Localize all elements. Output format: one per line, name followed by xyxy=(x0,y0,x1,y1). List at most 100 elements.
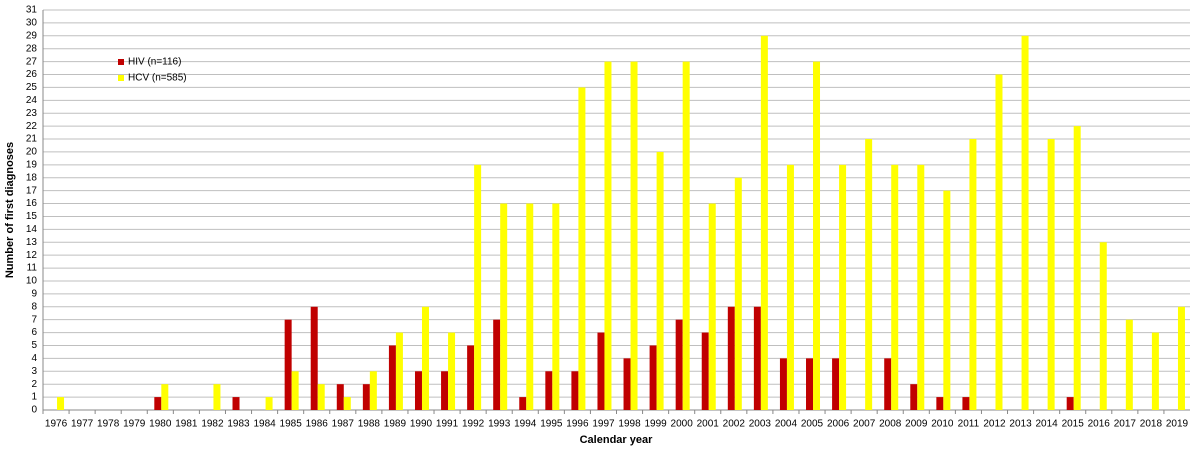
y-tick-label: 27 xyxy=(26,56,38,67)
y-tick-label: 29 xyxy=(26,30,38,41)
bar xyxy=(1066,397,1074,410)
bar xyxy=(779,358,787,410)
bar xyxy=(1021,35,1029,410)
x-tick-label: 1993 xyxy=(488,419,511,430)
bar xyxy=(414,371,422,410)
bar xyxy=(571,371,579,410)
bar xyxy=(213,384,221,410)
y-tick-label: 26 xyxy=(26,69,38,80)
bar xyxy=(813,61,821,410)
x-tick-label: 1986 xyxy=(306,419,329,430)
bar xyxy=(649,345,657,410)
x-tick-label: 1983 xyxy=(227,419,250,430)
x-tick-label: 1994 xyxy=(514,419,537,430)
bar xyxy=(519,397,527,410)
x-tick-label: 1997 xyxy=(592,419,615,430)
y-tick-label: 10 xyxy=(26,276,38,287)
y-tick-label: 6 xyxy=(31,327,37,338)
x-tick-label: 2019 xyxy=(1166,419,1189,430)
x-tick-label: 2015 xyxy=(1062,419,1085,430)
x-tick-label: 1981 xyxy=(175,419,198,430)
y-tick-label: 9 xyxy=(31,289,37,300)
x-tick-label: 1976 xyxy=(45,419,68,430)
x-tick-label: 1998 xyxy=(618,419,641,430)
y-tick-label: 12 xyxy=(26,250,38,261)
bar xyxy=(578,87,586,410)
y-tick-label: 18 xyxy=(26,172,38,183)
x-tick-label: 1979 xyxy=(123,419,146,430)
y-tick-label: 2 xyxy=(31,379,37,390)
bar xyxy=(500,203,508,410)
x-tick-label: 2013 xyxy=(1009,419,1032,430)
bar xyxy=(369,371,377,410)
y-tick-label: 17 xyxy=(26,185,38,196)
bar xyxy=(1073,126,1081,411)
x-tick-label: 2010 xyxy=(931,419,954,430)
bar xyxy=(552,203,560,410)
x-tick-label: 1991 xyxy=(436,419,459,430)
bar xyxy=(421,306,429,410)
y-tick-label: 8 xyxy=(31,301,37,312)
bar xyxy=(161,384,169,410)
bar xyxy=(701,332,709,410)
bar xyxy=(806,358,814,410)
y-tick-label: 15 xyxy=(26,211,38,222)
bar xyxy=(291,371,299,410)
x-tick-label: 1980 xyxy=(149,419,172,430)
bar xyxy=(891,164,899,410)
bar xyxy=(388,345,396,410)
bar xyxy=(936,397,944,410)
bar xyxy=(995,74,1003,411)
y-tick-label: 20 xyxy=(26,147,38,158)
x-tick-label: 2001 xyxy=(697,419,720,430)
x-tick-label: 1985 xyxy=(280,419,303,430)
x-tick-label: 1992 xyxy=(462,419,485,430)
x-tick-label: 1987 xyxy=(332,419,355,430)
bar xyxy=(760,35,768,410)
bar xyxy=(786,164,794,410)
x-tick-label: 1995 xyxy=(540,419,563,430)
y-axis-title: Number of first diagnoses xyxy=(4,142,16,278)
bar xyxy=(395,332,403,410)
bar xyxy=(943,190,951,410)
bar xyxy=(467,345,475,410)
x-tick-label: 1984 xyxy=(253,419,276,430)
bar xyxy=(310,306,318,410)
bar xyxy=(727,306,735,410)
bar xyxy=(630,61,638,410)
y-tick-label: 30 xyxy=(26,18,38,29)
bar xyxy=(362,384,370,410)
bar xyxy=(962,397,970,410)
bar xyxy=(884,358,892,410)
legend-swatch xyxy=(118,59,124,65)
bar xyxy=(441,371,449,410)
bar xyxy=(839,164,847,410)
y-tick-label: 28 xyxy=(26,43,38,54)
y-tick-label: 0 xyxy=(31,405,37,416)
bar xyxy=(232,397,240,410)
x-tick-label: 1989 xyxy=(384,419,407,430)
bar xyxy=(343,397,351,410)
x-tick-label: 2003 xyxy=(749,419,772,430)
bar xyxy=(526,203,534,410)
y-tick-label: 31 xyxy=(26,5,38,16)
y-tick-label: 13 xyxy=(26,237,38,248)
x-tick-label: 1996 xyxy=(566,419,589,430)
x-tick-label: 2002 xyxy=(723,419,746,430)
x-tick-label: 2011 xyxy=(958,419,980,430)
bar xyxy=(1125,319,1133,410)
bar xyxy=(623,358,631,410)
y-tick-label: 1 xyxy=(31,392,37,403)
x-tick-label: 1977 xyxy=(71,419,94,430)
x-tick-label: 2017 xyxy=(1114,419,1137,430)
bar xyxy=(917,164,925,410)
bar xyxy=(675,319,683,410)
bar xyxy=(597,332,605,410)
y-tick-label: 5 xyxy=(31,340,37,351)
bar xyxy=(448,332,456,410)
y-tick-label: 3 xyxy=(31,366,37,377)
x-tick-label: 2007 xyxy=(853,419,876,430)
y-tick-label: 24 xyxy=(26,95,38,106)
y-tick-label: 19 xyxy=(26,159,38,170)
